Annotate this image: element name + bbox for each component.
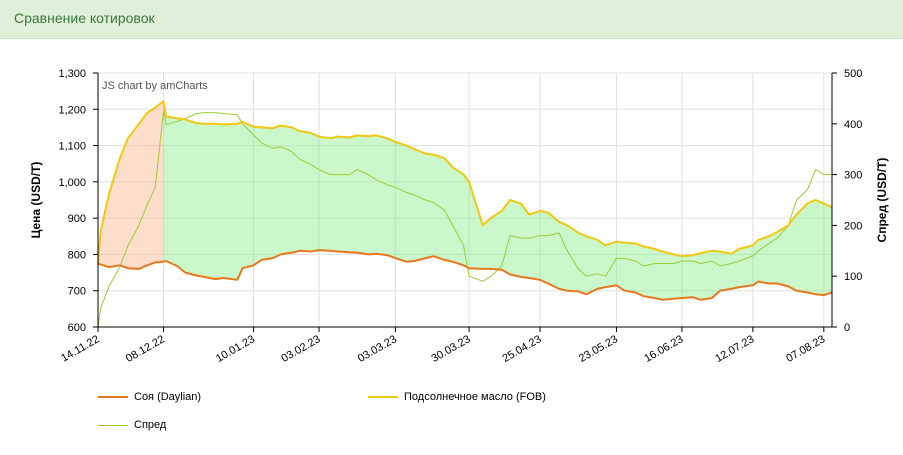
panel-title: Сравнение котировок [14,10,155,26]
legend-label-soy: Соя (Daylian) [134,391,202,403]
x-tick-label: 25.04.23 [500,333,543,365]
spread-fill-initial [98,101,164,269]
legend-label-sunflower: Подсолнечное масло (FOB) [404,391,546,403]
y-left-tick-label: 1,300 [58,68,86,80]
legend-label-spread: Спред [134,419,167,431]
y-left-tick-label: 700 [68,286,86,298]
y-left-axis-title: Цена (USD/T) [29,162,43,239]
series-line-soy [97,249,833,301]
x-tick-label: 08.12.22 [124,333,167,365]
y-left-tick-label: 600 [68,322,86,334]
y-left-tick-label: 1,200 [58,104,86,116]
y-right-tick-label: 300 [844,170,862,182]
x-tick-label: 07.08.23 [784,333,827,365]
x-tick-label: 16.06.23 [642,333,685,365]
y-left-tick-label: 1,000 [58,177,86,189]
x-tick-label: 23.05.23 [577,333,620,365]
y-left-tick-label: 900 [68,213,86,225]
x-tick-label: 30.03.23 [430,333,473,365]
legend-item-spread[interactable]: Спред [98,419,166,431]
y-left-tick-label: 800 [68,249,86,261]
spread-fill [98,101,832,300]
chart-credit-link[interactable]: JS chart by amCharts [102,80,208,92]
legend-swatch-sunflower [368,396,398,398]
y-right-tick-label: 400 [844,119,862,131]
comparison-chart: 600 700 800 900 1,000 1,100 1,200 1,300 0 100 200 3… [29,68,889,365]
x-tick-label: 12.07.23 [713,333,756,365]
y-left-tick-label: 1,100 [58,141,86,153]
x-tick-label: 03.03.23 [356,333,399,365]
y-right-tick-label: 100 [844,271,862,283]
x-tick-label: 10.01.23 [214,333,257,365]
x-tick-label: 14.11.22 [59,333,101,364]
chart-grid [97,72,832,328]
legend-item-sunflower[interactable]: Подсолнечное масло (FOB) [368,391,546,403]
legend-item-soy[interactable]: Соя (Daylian) [98,391,201,403]
y-right-tick-label: 0 [844,322,850,334]
y-right-axis-title: Спред (USD/T) [875,158,889,243]
legend-swatch-soy [98,396,128,398]
panel-header: Сравнение котировок [0,0,903,39]
legend-swatch-spread [98,424,128,426]
series-line-spread [97,110,832,328]
y-right-tick-label: 500 [844,68,862,80]
y-right-tick-label: 200 [844,220,862,232]
chart-lines [97,100,833,328]
series-line-sunflower [97,100,833,264]
x-tick-label: 03.02.23 [279,333,322,365]
